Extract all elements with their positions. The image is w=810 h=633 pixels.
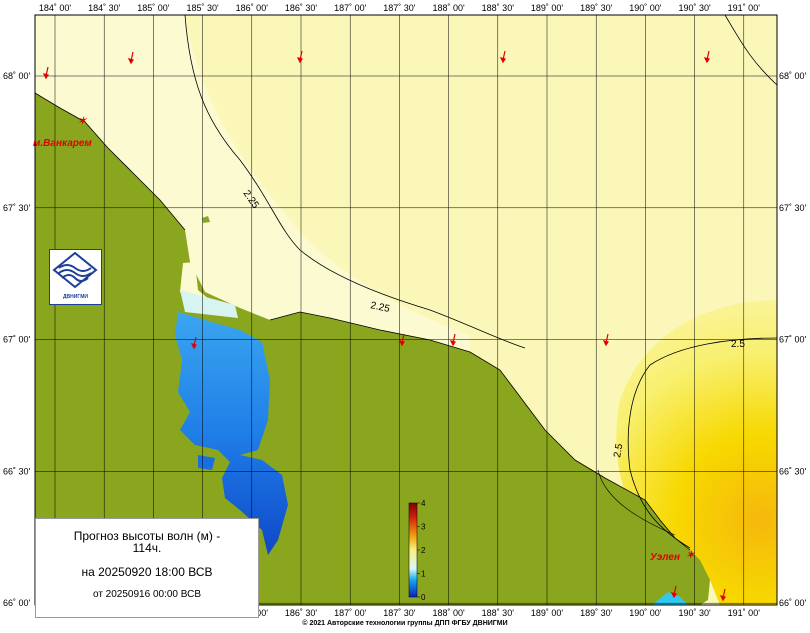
longitude-label: 190˚ 00' xyxy=(629,608,662,618)
wave-arrow-head xyxy=(449,340,456,347)
longitude-label: 188˚ 00' xyxy=(432,3,465,13)
shallow-water xyxy=(180,290,238,318)
latitude-label: 68˚ 00' xyxy=(779,71,807,81)
longitude-label: 190˚ 30' xyxy=(678,3,711,13)
latitude-label: 66˚ 00' xyxy=(779,598,807,608)
latitude-label: 67˚ 30' xyxy=(3,203,31,213)
wave-arrow-head xyxy=(703,57,710,64)
longitude-label: 189˚ 00' xyxy=(531,3,564,13)
coastline-east xyxy=(269,311,691,551)
latitude-label: 68˚ 00' xyxy=(3,71,31,81)
colorbar-ticks: 4 3 2 1 0 xyxy=(417,499,426,602)
isoline-2.5 xyxy=(627,337,777,549)
longitude-label: 189˚ 30' xyxy=(580,608,613,618)
uelen-shallow xyxy=(652,592,688,605)
island xyxy=(202,216,210,223)
isoline-minor xyxy=(597,469,676,536)
longitude-label: 187˚ 00' xyxy=(334,608,367,618)
spit xyxy=(180,262,210,302)
colorbar-tick-label: 2 xyxy=(421,546,426,555)
wave-arrow-head xyxy=(499,57,506,64)
isoline-label: 2.5 xyxy=(612,442,625,458)
longitude-label: 188˚ 30' xyxy=(482,3,515,13)
latitude-label: 66˚ 30' xyxy=(3,466,31,476)
forecast-valid-time: на 20250920 18:00 ВСВ xyxy=(81,565,213,579)
copyright: © 2021 Авторские технологии группы ДПП Ф… xyxy=(302,620,508,627)
dvnigmi-logo-icon xyxy=(52,251,98,289)
colorbar-tick-label: 4 xyxy=(421,499,426,508)
colorbar xyxy=(408,502,418,598)
longitude-label: 190˚ 30' xyxy=(678,608,711,618)
latitude-label: 66˚ 00' xyxy=(3,598,31,608)
longitude-label: 186˚ 30' xyxy=(285,3,318,13)
wave-arrow-head xyxy=(398,340,405,347)
wave-arrow-head xyxy=(719,595,726,602)
latitude-labels-right: 68˚ 00' 67˚ 30' 67˚ 00' 66˚ 30' 66˚ 00' xyxy=(779,71,807,608)
longitude-label: 186˚ 30' xyxy=(285,608,318,618)
colorbar-tick-label: 3 xyxy=(421,523,426,532)
isoline-2.25-a xyxy=(184,15,526,349)
place-uelen: Уэлен xyxy=(650,552,680,563)
place-marker-icon: ✶ xyxy=(686,550,695,561)
longitude-label: 184˚ 00' xyxy=(39,3,72,13)
dvnigmi-logo: ДВНИГМИ xyxy=(49,249,102,305)
longitude-label: 187˚ 30' xyxy=(383,3,416,13)
wave-arrow-head xyxy=(296,57,303,64)
colorbar-tick-label: 0 xyxy=(421,593,426,602)
wave-arrow-head xyxy=(127,58,134,65)
longitude-label: 185˚ 00' xyxy=(137,3,170,13)
colorbar-tick-label: 1 xyxy=(421,570,426,579)
longitude-label: 188˚ 00' xyxy=(432,608,465,618)
map-frame xyxy=(34,14,778,606)
isoline-upper-right xyxy=(724,15,777,86)
wave-arrow-head xyxy=(42,73,49,80)
latitude-label: 66˚ 30' xyxy=(779,466,807,476)
wave-direction-arrows xyxy=(42,50,726,602)
longitude-labels-top: 184˚ 00' 184˚ 30' 185˚ 00' 185˚ 30' 186˚ 00'… xyxy=(39,3,760,13)
longitude-label: 191˚ 00' xyxy=(728,608,761,618)
coastline xyxy=(35,92,186,231)
longitude-label: 185˚ 30' xyxy=(186,3,219,13)
wave-arrow-head xyxy=(602,340,609,347)
longitude-label: 186˚ 00' xyxy=(236,3,269,13)
isoline-label: 2.5 xyxy=(731,339,745,350)
wave-arrow-head xyxy=(670,592,677,599)
isoline-label: 2.25 xyxy=(369,300,391,315)
latitude-labels-left: 68˚ 00' 67˚ 30' 67˚ 00' 66˚ 30' 66˚ 00' xyxy=(3,71,31,608)
lagoon xyxy=(175,312,288,555)
longitude-label: 191˚ 00' xyxy=(728,3,761,13)
wave-arrow-head xyxy=(190,343,197,350)
forecast-lead-time: 114ч. xyxy=(132,541,162,555)
latitude-label: 67˚ 00' xyxy=(3,335,31,345)
latitude-label: 67˚ 30' xyxy=(779,203,807,213)
latitude-label: 67˚ 00' xyxy=(779,335,807,345)
forecast-issue-time: от 20250916 00:00 ВСВ xyxy=(92,589,201,600)
longitude-label: 187˚ 00' xyxy=(334,3,367,13)
longitude-label: 187˚ 30' xyxy=(383,608,416,618)
logo-text: ДВНИГМИ xyxy=(63,294,88,300)
longitude-label: 189˚ 30' xyxy=(580,3,613,13)
longitude-label: 188˚ 30' xyxy=(482,608,515,618)
longitude-label: 184˚ 30' xyxy=(88,3,121,13)
place-marker-icon: ✶ xyxy=(78,116,87,127)
forecast-info-box: Прогноз высоты волн (м) - 114ч. на 20250… xyxy=(35,518,259,618)
longitude-label: 189˚ 00' xyxy=(531,608,564,618)
graticule xyxy=(35,15,777,605)
longitude-label: 190˚ 00' xyxy=(629,3,662,13)
lake xyxy=(198,455,215,470)
forecast-title: Прогноз высоты волн (м) - xyxy=(73,529,221,543)
place-vankarem: м.Ванкарем xyxy=(33,138,92,149)
land-mass xyxy=(35,93,710,605)
